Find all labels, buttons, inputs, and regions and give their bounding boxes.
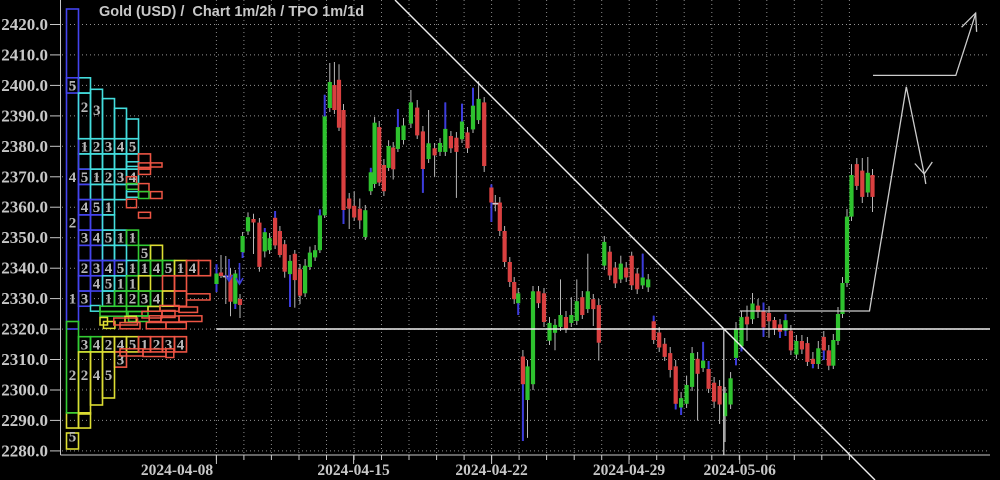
svg-text:4: 4 — [117, 337, 125, 353]
svg-text:4: 4 — [153, 292, 161, 308]
svg-text:2: 2 — [129, 292, 137, 308]
svg-text:5: 5 — [165, 261, 173, 277]
svg-text:2: 2 — [69, 216, 77, 232]
svg-text:3: 3 — [81, 337, 89, 353]
svg-text:5: 5 — [81, 170, 89, 186]
svg-text:5: 5 — [93, 200, 101, 216]
svg-text:4: 4 — [69, 170, 77, 186]
svg-text:2380.0: 2380.0 — [1, 137, 48, 156]
svg-text:2: 2 — [93, 139, 101, 155]
svg-text:2400.0: 2400.0 — [1, 76, 48, 95]
svg-text:3: 3 — [117, 170, 125, 186]
svg-text:4: 4 — [117, 139, 125, 155]
svg-text:1: 1 — [177, 261, 185, 277]
svg-text:4: 4 — [153, 261, 161, 277]
svg-text:5: 5 — [105, 368, 113, 384]
svg-text:5: 5 — [69, 78, 77, 94]
svg-text:5: 5 — [141, 246, 149, 262]
svg-text:2350.0: 2350.0 — [1, 228, 48, 247]
svg-text:2024-04-08: 2024-04-08 — [141, 462, 214, 479]
svg-text:2: 2 — [105, 170, 113, 186]
svg-text:1: 1 — [129, 231, 137, 247]
svg-text:1: 1 — [105, 292, 113, 308]
svg-text:5: 5 — [117, 261, 125, 277]
svg-text:4: 4 — [93, 337, 101, 353]
svg-text:4: 4 — [105, 261, 113, 277]
svg-text:2290.0: 2290.0 — [1, 411, 48, 430]
svg-text:3: 3 — [141, 292, 149, 308]
svg-text:1: 1 — [129, 276, 137, 292]
svg-text:5: 5 — [69, 430, 77, 446]
svg-text:1: 1 — [69, 292, 77, 308]
svg-text:4: 4 — [129, 170, 137, 186]
svg-text:1: 1 — [93, 170, 101, 186]
svg-text:3: 3 — [81, 292, 89, 308]
svg-text:2370.0: 2370.0 — [1, 167, 48, 186]
svg-text:2320.0: 2320.0 — [1, 320, 48, 339]
svg-text:1: 1 — [105, 200, 113, 216]
svg-text:4: 4 — [93, 231, 101, 247]
svg-text:4: 4 — [189, 261, 197, 277]
svg-text:2: 2 — [105, 337, 113, 353]
svg-text:2024-04-22: 2024-04-22 — [455, 462, 528, 479]
svg-text:2360.0: 2360.0 — [1, 198, 48, 217]
svg-text:2410.0: 2410.0 — [1, 45, 48, 64]
svg-text:2: 2 — [81, 261, 89, 277]
svg-text:2: 2 — [69, 368, 77, 384]
svg-text:Gold (USD) / Chart 1m/2h / TP: Gold (USD) / Chart 1m/2h / TPO 1m/1d — [99, 4, 364, 20]
svg-text:2024-05-06: 2024-05-06 — [704, 462, 777, 479]
svg-text:2310.0: 2310.0 — [1, 350, 48, 369]
svg-text:2024-04-29: 2024-04-29 — [593, 462, 666, 479]
svg-text:1: 1 — [81, 139, 89, 155]
svg-text:5: 5 — [105, 231, 113, 247]
svg-text:3: 3 — [93, 103, 101, 119]
svg-text:2: 2 — [81, 100, 89, 116]
svg-text:1: 1 — [117, 231, 125, 247]
svg-text:4: 4 — [177, 337, 185, 353]
svg-text:3: 3 — [165, 337, 173, 353]
svg-text:5: 5 — [129, 139, 137, 155]
svg-text:2: 2 — [81, 368, 89, 384]
svg-text:5: 5 — [105, 276, 113, 292]
svg-text:1: 1 — [117, 292, 125, 308]
svg-text:3: 3 — [117, 353, 125, 369]
svg-text:2: 2 — [153, 337, 161, 353]
svg-text:5: 5 — [129, 337, 137, 353]
svg-text:2300.0: 2300.0 — [1, 381, 48, 400]
svg-text:1: 1 — [141, 261, 149, 277]
svg-text:5: 5 — [69, 78, 77, 94]
svg-text:1: 1 — [141, 337, 149, 353]
svg-text:3: 3 — [81, 231, 89, 247]
svg-text:4: 4 — [93, 368, 101, 384]
svg-text:2390.0: 2390.0 — [1, 106, 48, 125]
svg-text:3: 3 — [105, 139, 113, 155]
svg-text:2024-04-15: 2024-04-15 — [317, 462, 390, 479]
svg-text:2330.0: 2330.0 — [1, 289, 48, 308]
svg-text:1: 1 — [117, 276, 125, 292]
svg-text:2280.0: 2280.0 — [1, 441, 48, 460]
svg-text:1: 1 — [129, 261, 137, 277]
svg-text:3: 3 — [93, 261, 101, 277]
svg-text:2420.0: 2420.0 — [1, 15, 48, 34]
svg-text:4: 4 — [81, 200, 89, 216]
svg-text:4: 4 — [93, 276, 101, 292]
svg-text:2340.0: 2340.0 — [1, 259, 48, 278]
